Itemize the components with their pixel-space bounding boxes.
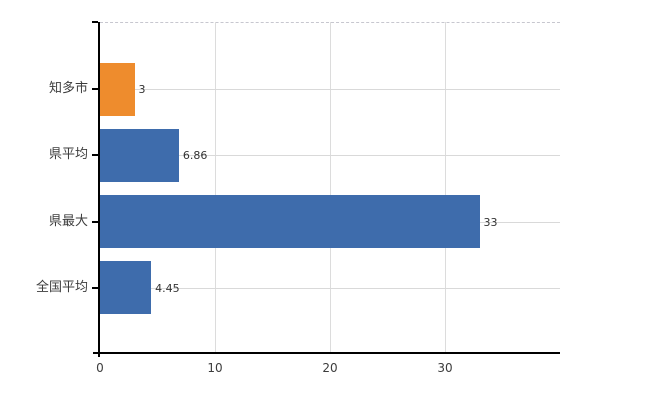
x-tick-label: 10 [207,361,223,375]
gridline-vertical [330,22,331,352]
bar-value-label: 4.45 [155,281,180,295]
category-label: 知多市 [48,81,88,96]
category-tick [92,154,98,157]
x-axis-line [93,352,560,354]
x-tick-label: 30 [437,361,453,375]
gridline-vertical [445,22,446,352]
bar-value-label: 6.86 [182,149,208,163]
bar [100,62,135,116]
category-tick [92,88,98,90]
gridline-horizontal [100,155,560,157]
bar [100,128,179,182]
gridline-vertical [215,22,216,352]
bar-value-label: 3 [138,83,146,96]
x-tick-label: 20 [322,361,338,375]
plot-area: 3 6.86 33 4.45 [100,22,560,352]
x-tick-label: 0 [96,361,104,375]
bar [100,195,480,249]
bar-value-label: 33 [483,215,498,229]
category-tick [92,220,98,223]
category-label: 県平均 [48,147,88,163]
gridline-horizontal [100,89,560,90]
category-label: 全国平均 [35,279,88,295]
gridline-horizontal [100,287,560,289]
category-label: 県最大 [48,213,88,229]
axis-top-tick [92,21,98,23]
category-tick [92,286,98,289]
bar [100,261,152,315]
y-axis-line [98,22,100,357]
